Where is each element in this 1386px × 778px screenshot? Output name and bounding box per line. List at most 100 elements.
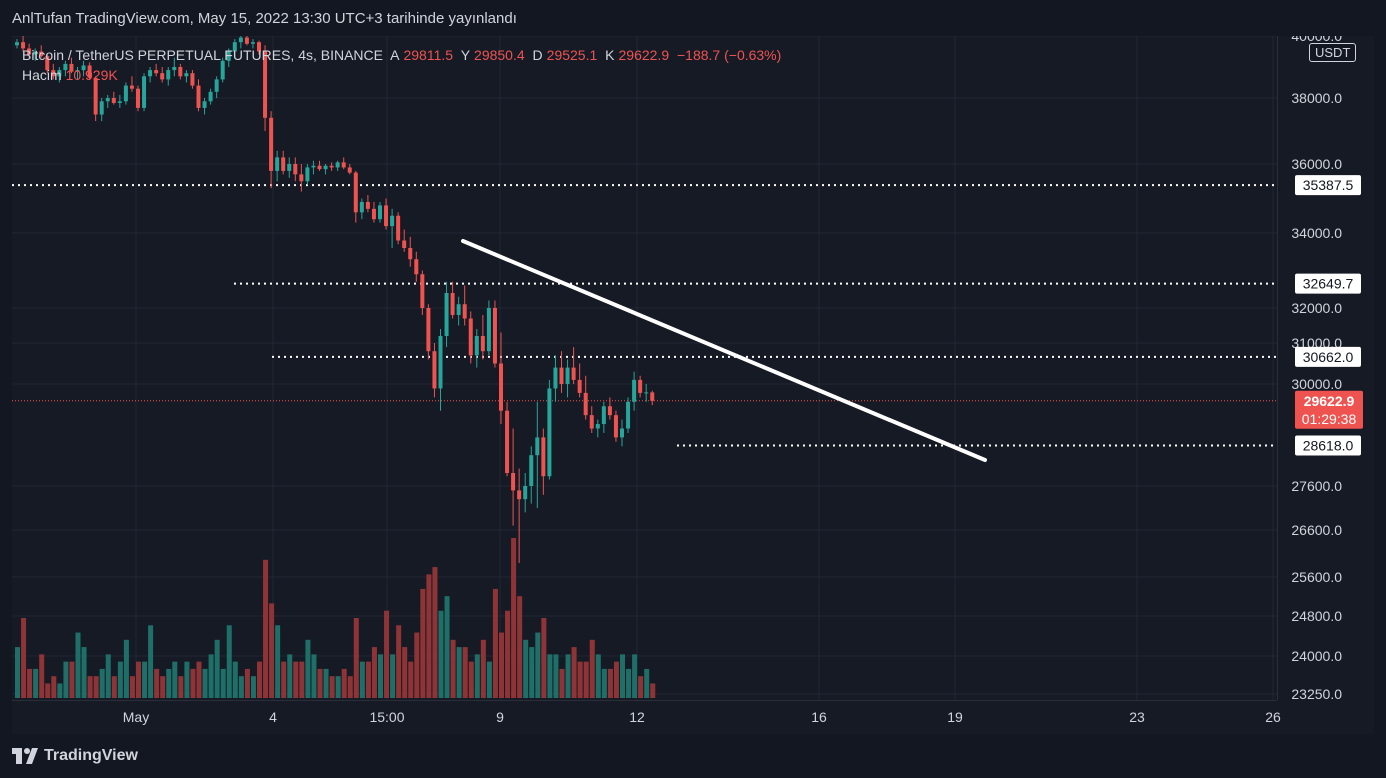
price-tick-label: 26600.0 bbox=[1291, 522, 1342, 538]
volume-bar bbox=[547, 654, 553, 698]
candle-body bbox=[553, 367, 558, 389]
volume-bar bbox=[117, 661, 123, 698]
candle-body bbox=[202, 101, 207, 108]
change-value: −188.7 (−0.63%) bbox=[677, 47, 782, 63]
level-label-box bbox=[1295, 346, 1361, 367]
candle-body bbox=[402, 240, 407, 248]
candle-body bbox=[353, 172, 358, 213]
chart-svg[interactable]: 40000.038000.036000.034000.032000.031000… bbox=[12, 36, 1374, 734]
volume-bar bbox=[178, 676, 184, 698]
volume-bar bbox=[341, 668, 347, 698]
symbol-title[interactable]: Bitcoin / TetherUS PERPETUAL FUTURES, 4s… bbox=[22, 47, 383, 63]
tradingview-logo[interactable]: TradingView bbox=[12, 747, 138, 765]
volume-bar bbox=[632, 654, 638, 698]
candle-body bbox=[456, 304, 461, 315]
candle-body bbox=[371, 208, 376, 220]
candle-body bbox=[136, 88, 140, 108]
volume-bar bbox=[644, 668, 650, 698]
volume-bar bbox=[263, 559, 269, 698]
candle-body bbox=[75, 70, 80, 72]
low-label: D bbox=[532, 47, 543, 63]
time-tick-label: 9 bbox=[496, 709, 504, 725]
volume-bar bbox=[359, 661, 365, 698]
level-label-text: 32649.7 bbox=[1303, 276, 1354, 292]
candle-body bbox=[426, 308, 431, 352]
time-tick-label: May bbox=[123, 709, 149, 725]
candle-body bbox=[21, 42, 26, 49]
volume-bar bbox=[184, 661, 190, 698]
candle-body bbox=[160, 73, 165, 80]
candle-body bbox=[583, 392, 588, 416]
candle-body bbox=[257, 42, 261, 52]
volume-bar bbox=[105, 654, 111, 698]
volume-bar bbox=[299, 661, 305, 698]
candle-body bbox=[347, 167, 352, 173]
volume-bar bbox=[148, 625, 154, 698]
close-value: 29622.9 bbox=[618, 47, 670, 63]
high-value: 29850.4 bbox=[474, 47, 525, 63]
volume-bar bbox=[142, 661, 148, 698]
volume-bar bbox=[438, 610, 444, 698]
price-tick-label: 34000.0 bbox=[1291, 225, 1342, 241]
volume-bar bbox=[269, 603, 275, 698]
volume-bar bbox=[160, 676, 166, 698]
volume-bar bbox=[244, 668, 250, 698]
volume-bar bbox=[523, 639, 529, 698]
chart-pane[interactable]: 40000.0 38000.0 36000.0 34000.0 32000.0 31000… bbox=[12, 36, 1374, 734]
volume-bar bbox=[595, 654, 601, 698]
candle-body bbox=[450, 293, 455, 315]
volume-bar bbox=[499, 632, 504, 698]
candle-body bbox=[311, 165, 316, 168]
volume-bar bbox=[607, 668, 613, 698]
volume-bar bbox=[414, 632, 420, 698]
candle-body bbox=[607, 406, 612, 416]
volume-bar bbox=[39, 654, 45, 698]
candle-body bbox=[287, 164, 292, 171]
price-tick-label: 40000.0 bbox=[1291, 36, 1342, 44]
candle-body bbox=[105, 98, 110, 102]
candle-body bbox=[57, 70, 62, 77]
candle-body bbox=[541, 437, 546, 477]
candle-body bbox=[341, 162, 346, 168]
candle-body bbox=[226, 51, 231, 61]
candle-body bbox=[87, 65, 92, 78]
volume-bar bbox=[275, 625, 281, 698]
open-label: A bbox=[390, 47, 400, 63]
volume-bar bbox=[480, 639, 486, 698]
candle-body bbox=[51, 70, 56, 77]
candle-body bbox=[178, 67, 183, 77]
level-label: 30662.0 bbox=[1295, 346, 1361, 367]
candle-body bbox=[492, 308, 497, 364]
volume-bar bbox=[166, 668, 172, 698]
volume-bar bbox=[45, 683, 51, 698]
candle-body bbox=[39, 51, 44, 57]
candle-body bbox=[123, 85, 128, 102]
volume-bar bbox=[87, 676, 93, 698]
volume-bar bbox=[311, 654, 317, 698]
countdown-text: 01:29:38 bbox=[1302, 411, 1357, 427]
volume-bar bbox=[335, 676, 341, 698]
volume-bar bbox=[75, 632, 81, 698]
candle-body bbox=[275, 157, 280, 171]
candle-body bbox=[99, 101, 104, 115]
candle-body bbox=[511, 473, 516, 491]
volume-bar bbox=[57, 683, 63, 698]
candle-body bbox=[474, 336, 479, 356]
candle-body bbox=[571, 367, 576, 380]
price-axis: 40000.038000.036000.034000.032000.031000… bbox=[1291, 36, 1342, 702]
candle-body bbox=[650, 392, 655, 401]
volume-bar bbox=[347, 676, 353, 698]
volume-bar bbox=[202, 668, 208, 698]
volume-bar bbox=[541, 618, 547, 698]
volume-bar bbox=[238, 676, 244, 698]
candle-body bbox=[517, 490, 522, 500]
currency-badge[interactable]: USDT bbox=[1309, 43, 1357, 62]
candle-body bbox=[365, 201, 370, 209]
candle-body bbox=[269, 117, 274, 171]
volume-bar bbox=[136, 661, 141, 698]
volume-bar bbox=[559, 668, 565, 698]
volume-bar bbox=[432, 567, 438, 698]
level-label: 32649.7 bbox=[1295, 273, 1361, 294]
candle-body bbox=[390, 215, 395, 227]
candle-body bbox=[523, 486, 528, 500]
